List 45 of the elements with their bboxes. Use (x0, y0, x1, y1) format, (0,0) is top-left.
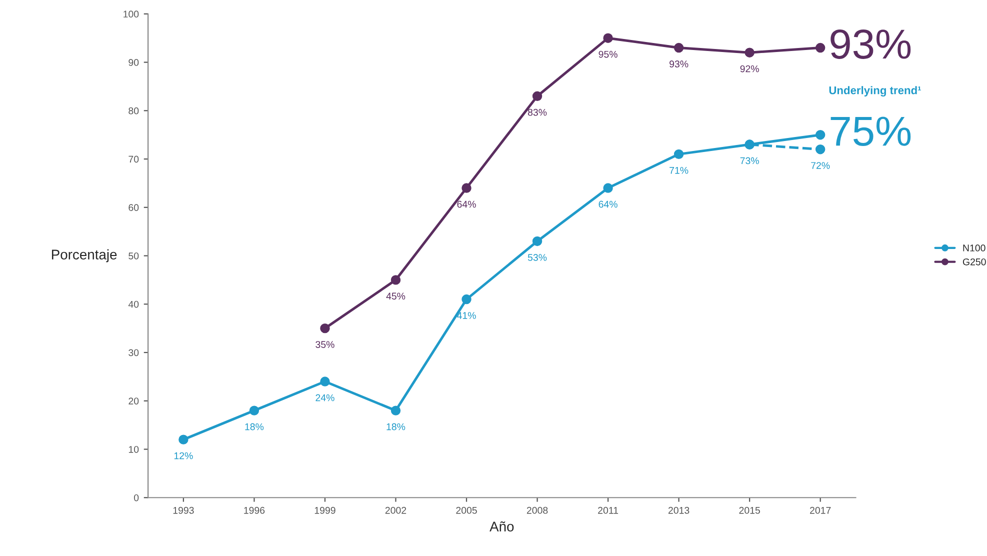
data-label: 64% (598, 200, 618, 208)
annotation: 93% (830, 29, 911, 59)
data-label: 18% (386, 423, 406, 430)
y-tick-label: 30 (128, 349, 139, 356)
legend-label: N100 (963, 244, 986, 252)
data-label: 95% (598, 50, 618, 58)
y-tick-label: 90 (128, 59, 139, 66)
y-tick-label: 60 (128, 204, 139, 212)
x-tick-label: 2011 (598, 506, 618, 514)
y-tick-label: 50 (128, 252, 139, 260)
annotation: 75% (830, 116, 911, 146)
data-label: 53% (528, 254, 547, 261)
data-label: 71% (670, 166, 688, 174)
data-label: 35% (316, 341, 334, 348)
y-axis-title: Porcentaje (52, 249, 117, 262)
data-label: 93% (670, 60, 688, 68)
x-tick-label: 2005 (456, 506, 477, 514)
data-label: 18% (245, 423, 264, 430)
x-tick-label: 2013 (668, 506, 690, 514)
x-tick-label: 2002 (385, 506, 406, 514)
data-label: 12% (174, 452, 193, 460)
x-tick-label: 1999 (314, 506, 336, 514)
x-tick-label: 2017 (810, 506, 831, 514)
data-label: 45% (386, 292, 406, 300)
x-tick-label: 2015 (739, 506, 760, 514)
data-label: 24% (316, 394, 334, 402)
annotation: Underlying trend¹ (829, 86, 921, 96)
y-tick-label: 80 (128, 107, 139, 114)
y-tick-label: 100 (124, 10, 139, 18)
data-label: 64% (457, 200, 476, 208)
y-tick-label: 10 (128, 446, 139, 453)
y-tick-label: 20 (128, 398, 139, 404)
y-tick-label: 0 (134, 494, 139, 502)
data-label: 92% (740, 65, 759, 72)
data-label: 41% (457, 312, 476, 319)
x-axis-title: Año (490, 521, 514, 532)
legend-label: G250 (962, 258, 986, 266)
x-tick-label: 2008 (526, 506, 548, 514)
data-label: 72% (811, 162, 830, 169)
y-tick-label: 70 (128, 156, 139, 163)
data-label: 83% (528, 108, 547, 116)
x-tick-label: 1996 (244, 506, 265, 514)
x-tick-label: 1993 (173, 506, 194, 514)
y-tick-label: 40 (128, 300, 139, 308)
data-label: 73% (740, 157, 759, 164)
